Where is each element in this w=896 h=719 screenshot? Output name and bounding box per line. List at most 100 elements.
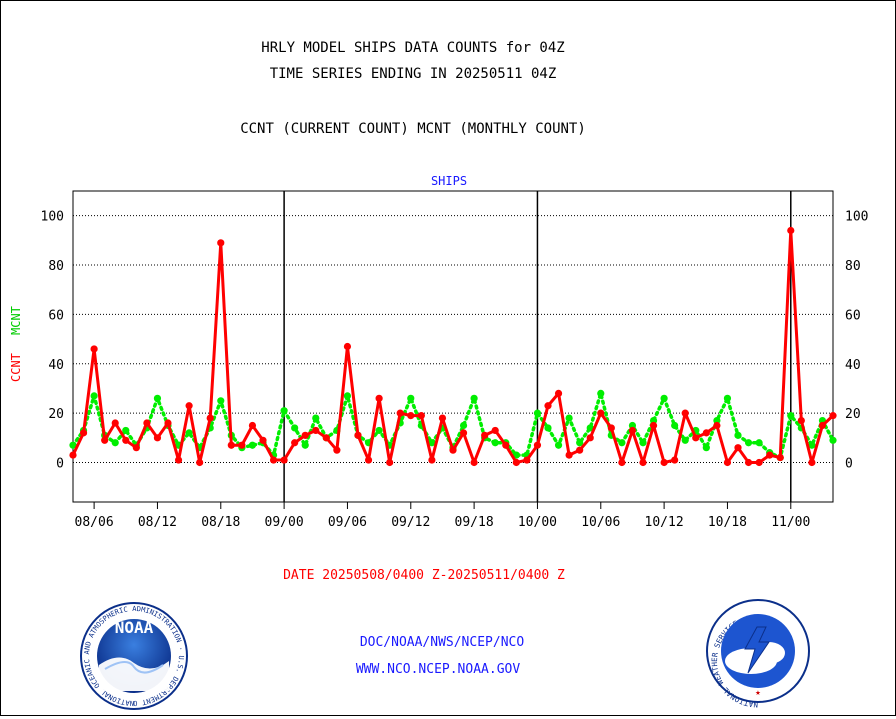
- data-point-mcnt: [491, 439, 499, 447]
- data-point-ccnt: [671, 456, 679, 464]
- data-point-ccnt: [660, 458, 668, 467]
- data-point-mcnt: [702, 444, 710, 452]
- x-tick-label: 09/12: [391, 515, 430, 530]
- data-point-ccnt: [101, 436, 109, 444]
- data-point-mcnt: [565, 414, 573, 422]
- data-point-ccnt: [776, 453, 784, 462]
- data-point-ccnt: [122, 436, 130, 444]
- data-point-ccnt: [808, 458, 816, 467]
- data-point-ccnt: [576, 446, 584, 454]
- data-point-mcnt: [301, 441, 309, 449]
- data-point-ccnt: [333, 446, 341, 454]
- data-point-mcnt: [185, 429, 193, 437]
- data-point-mcnt: [597, 389, 605, 397]
- data-point-ccnt: [502, 441, 510, 449]
- noaa-wordmark: NOAA: [115, 618, 154, 637]
- y-tick-label-left: 100: [41, 210, 64, 225]
- data-point-mcnt: [544, 424, 552, 432]
- y-tick-label-left: 20: [48, 407, 64, 422]
- x-tick-label: 10/00: [518, 515, 557, 530]
- star-icon: ★: [755, 688, 761, 698]
- x-tick-label: 09/00: [265, 515, 304, 530]
- data-point-mcnt: [660, 394, 668, 402]
- data-point-ccnt: [206, 414, 214, 422]
- data-point-ccnt: [533, 441, 542, 449]
- y-tick-label-left: 40: [48, 358, 64, 373]
- data-point-ccnt: [301, 431, 309, 439]
- x-tick-label: 09/06: [328, 515, 367, 530]
- data-point-ccnt: [512, 458, 520, 467]
- data-point-mcnt: [808, 441, 816, 449]
- date-range: DATE 20250508/0400 Z-20250511/0400 Z: [283, 568, 565, 583]
- data-point-ccnt: [618, 458, 626, 467]
- data-point-mcnt: [248, 441, 257, 449]
- data-point-ccnt: [354, 431, 362, 439]
- data-point-ccnt: [713, 421, 721, 430]
- data-point-ccnt: [692, 434, 700, 442]
- y-axis-label-group: CCNT MCNT: [9, 306, 23, 382]
- website-url: WWW.NCO.NCEP.NOAA.GOV: [356, 662, 521, 677]
- data-point-mcnt: [618, 439, 626, 447]
- data-point-ccnt: [438, 414, 447, 422]
- data-point-ccnt: [375, 394, 383, 402]
- data-point-ccnt: [607, 424, 615, 432]
- data-point-ccnt: [259, 436, 267, 444]
- data-point-mcnt: [639, 439, 647, 447]
- plot-frame: [72, 190, 834, 503]
- y-tick-label-right: 20: [845, 407, 861, 422]
- data-point-ccnt: [702, 429, 710, 437]
- data-point-ccnt: [597, 409, 605, 417]
- data-point-mcnt: [428, 439, 436, 447]
- data-point-mcnt: [312, 414, 320, 422]
- data-point-ccnt: [681, 409, 689, 417]
- data-point-ccnt: [829, 412, 837, 420]
- x-tick-label: 11/00: [771, 515, 810, 530]
- data-point-mcnt: [734, 431, 742, 439]
- data-point-ccnt: [787, 226, 795, 235]
- data-point-ccnt: [238, 441, 246, 449]
- y-tick-label-right: 0: [845, 457, 853, 472]
- data-point-mcnt: [787, 412, 795, 420]
- data-point-mcnt: [459, 421, 468, 430]
- data-point-ccnt: [111, 419, 119, 427]
- data-point-ccnt: [428, 456, 436, 464]
- y-tick-label-right: 100: [845, 210, 868, 225]
- data-point-ccnt: [628, 426, 637, 435]
- data-point-ccnt: [386, 458, 394, 467]
- chart-title: HRLY MODEL SHIPS DATA COUNTS for 04Z: [261, 40, 564, 56]
- data-point-ccnt: [565, 451, 573, 459]
- data-point-ccnt: [639, 458, 647, 467]
- data-point-ccnt: [153, 434, 162, 442]
- y-tick-label-left: 60: [48, 308, 64, 323]
- data-point-ccnt: [248, 421, 257, 430]
- data-point-mcnt: [681, 436, 689, 444]
- plot-area: 0 0 20 20 40 40 60 60 80 80 100 100 08/06 08/12 08/18 0…: [41, 190, 868, 530]
- data-point-mcnt: [554, 441, 563, 449]
- data-point-ccnt: [554, 389, 563, 397]
- data-point-ccnt: [396, 409, 404, 417]
- data-point-mcnt: [90, 392, 98, 400]
- data-point-mcnt: [470, 394, 478, 402]
- data-point-mcnt: [343, 392, 352, 400]
- data-point-ccnt: [217, 239, 225, 247]
- x-tick-label: 08/18: [201, 515, 240, 530]
- data-point-ccnt: [417, 412, 425, 420]
- data-point-ccnt: [69, 451, 77, 459]
- x-tick-label: 10/12: [645, 515, 684, 530]
- data-point-mcnt: [153, 394, 162, 402]
- x-tick-label: 10/18: [708, 515, 747, 530]
- y-tick-label-right: 60: [845, 308, 861, 323]
- data-point-mcnt: [111, 439, 119, 447]
- data-point-ccnt: [818, 421, 827, 430]
- data-point-ccnt: [649, 421, 658, 430]
- data-point-ccnt: [449, 446, 457, 454]
- data-point-ccnt: [734, 444, 742, 452]
- data-point-mcnt: [713, 416, 721, 425]
- x-tick-label: 08/06: [75, 515, 114, 530]
- data-point-mcnt: [407, 394, 415, 402]
- data-point-ccnt: [90, 345, 98, 353]
- data-point-ccnt: [322, 434, 330, 442]
- x-tick-label: 10/06: [581, 515, 620, 530]
- data-point-ccnt: [491, 426, 499, 435]
